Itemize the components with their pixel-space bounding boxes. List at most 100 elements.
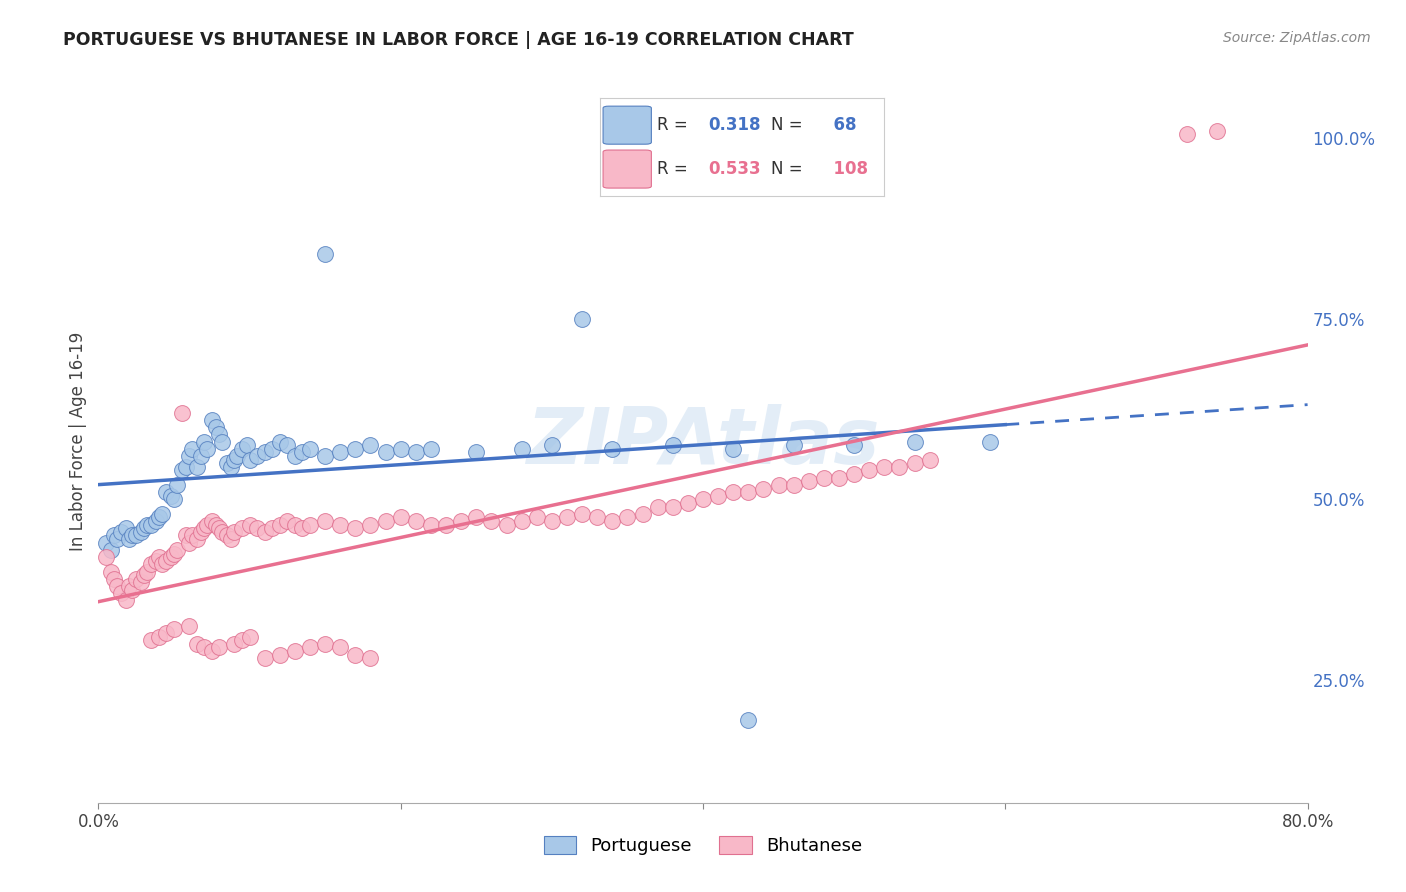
- Point: [329, 640, 352, 655]
- Point: [276, 438, 298, 452]
- Point: [707, 489, 730, 503]
- Point: [510, 442, 533, 456]
- Point: [752, 482, 775, 496]
- Point: [221, 532, 243, 546]
- Point: [141, 558, 163, 572]
- Point: [121, 582, 143, 597]
- Point: [145, 554, 167, 568]
- Point: [160, 489, 183, 503]
- Point: [150, 507, 173, 521]
- Point: [193, 640, 215, 655]
- Point: [904, 434, 927, 449]
- Point: [253, 524, 276, 539]
- Point: [190, 449, 212, 463]
- Text: PORTUGUESE VS BHUTANESE IN LABOR FORCE | AGE 16-19 CORRELATION CHART: PORTUGUESE VS BHUTANESE IN LABOR FORCE |…: [63, 31, 853, 49]
- Point: [118, 579, 141, 593]
- Point: [389, 510, 412, 524]
- Point: [1206, 124, 1229, 138]
- Point: [262, 442, 284, 456]
- Point: [181, 528, 204, 542]
- Point: [540, 514, 562, 528]
- Point: [110, 586, 132, 600]
- Point: [155, 626, 177, 640]
- Point: [174, 459, 197, 474]
- Point: [195, 442, 218, 456]
- Point: [224, 637, 246, 651]
- Point: [211, 524, 233, 539]
- Point: [148, 510, 170, 524]
- Point: [205, 517, 228, 532]
- Y-axis label: In Labor Force | Age 16-19: In Labor Force | Age 16-19: [69, 332, 87, 551]
- Point: [103, 572, 125, 586]
- Point: [239, 517, 262, 532]
- Point: [231, 633, 253, 648]
- Point: [510, 514, 533, 528]
- Point: [360, 438, 382, 452]
- Point: [269, 517, 291, 532]
- Point: [692, 492, 714, 507]
- Point: [828, 470, 851, 484]
- Point: [329, 517, 352, 532]
- Point: [405, 445, 427, 459]
- Point: [235, 438, 257, 452]
- Point: [813, 470, 835, 484]
- Point: [858, 463, 880, 477]
- Point: [141, 517, 163, 532]
- Point: [239, 452, 262, 467]
- Point: [647, 500, 669, 514]
- Point: [226, 449, 249, 463]
- Point: [179, 449, 201, 463]
- Point: [299, 517, 322, 532]
- Point: [208, 521, 231, 535]
- Point: [284, 449, 307, 463]
- Point: [450, 514, 472, 528]
- Point: [314, 637, 336, 651]
- Point: [186, 532, 208, 546]
- Point: [844, 467, 866, 481]
- Point: [135, 565, 157, 579]
- Point: [155, 485, 177, 500]
- Point: [150, 558, 173, 572]
- Point: [201, 644, 224, 658]
- Point: [145, 514, 167, 528]
- Point: [661, 438, 683, 452]
- Point: [389, 442, 412, 456]
- Point: [132, 521, 155, 535]
- Point: [221, 459, 243, 474]
- Point: [723, 442, 745, 456]
- Point: [253, 651, 276, 665]
- Point: [344, 442, 367, 456]
- Point: [148, 630, 170, 644]
- Point: [118, 532, 141, 546]
- Point: [465, 445, 488, 459]
- Point: [105, 579, 128, 593]
- Point: [571, 311, 593, 326]
- Point: [661, 500, 683, 514]
- Point: [420, 442, 443, 456]
- Point: [132, 568, 155, 582]
- Point: [420, 517, 443, 532]
- Point: [253, 445, 276, 459]
- Point: [291, 445, 314, 459]
- Point: [208, 427, 231, 442]
- Point: [100, 542, 122, 557]
- Point: [737, 713, 759, 727]
- Point: [160, 550, 183, 565]
- Point: [737, 485, 759, 500]
- Point: [1175, 128, 1198, 142]
- Point: [163, 547, 186, 561]
- Point: [314, 449, 336, 463]
- Point: [602, 514, 624, 528]
- Point: [125, 528, 148, 542]
- Legend: Portuguese, Bhutanese: Portuguese, Bhutanese: [537, 829, 869, 863]
- Point: [405, 514, 427, 528]
- Point: [344, 521, 367, 535]
- Point: [434, 517, 457, 532]
- Point: [179, 535, 201, 549]
- Point: [205, 420, 228, 434]
- Point: [889, 459, 911, 474]
- Point: [783, 478, 806, 492]
- Point: [284, 517, 307, 532]
- Point: [246, 521, 269, 535]
- Point: [170, 406, 193, 420]
